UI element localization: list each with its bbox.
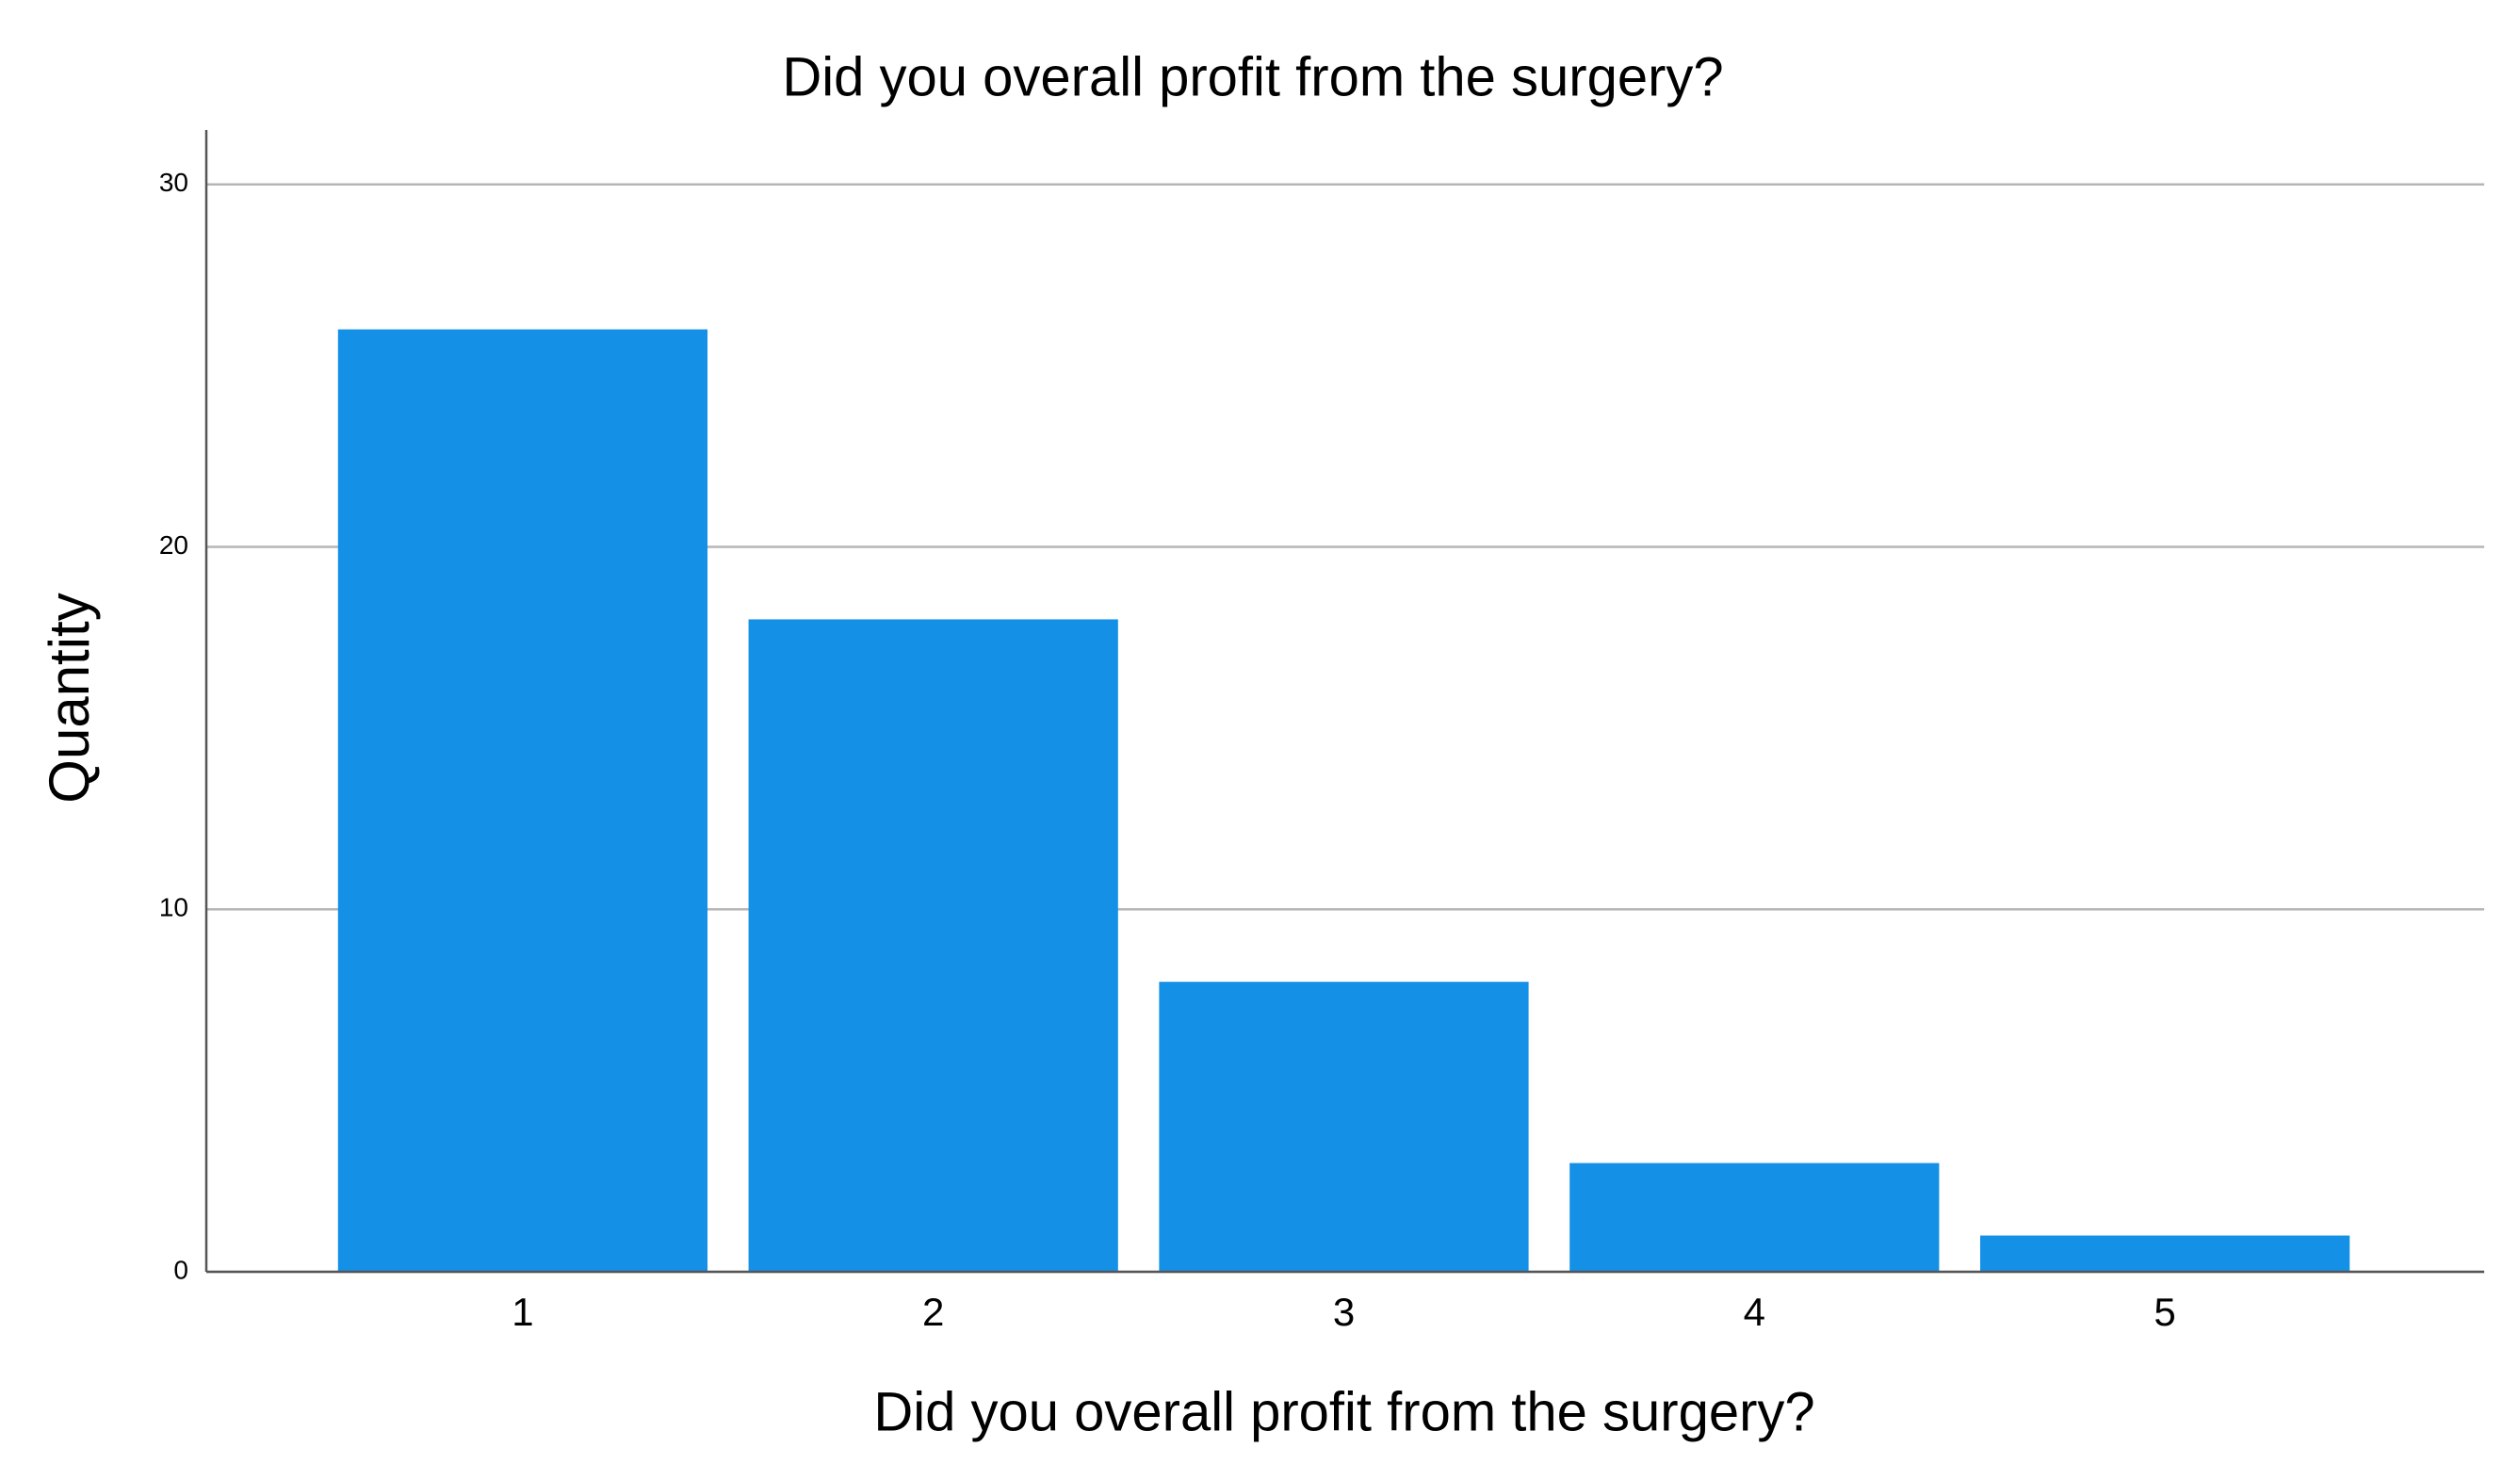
y-tick-label: 0 (173, 1255, 188, 1284)
x-tick-label: 5 (2154, 1290, 2175, 1334)
y-tick-label: 20 (159, 530, 188, 560)
x-tick-label: 1 (512, 1290, 533, 1334)
y-tick-label: 30 (159, 168, 188, 197)
bar (337, 329, 708, 1273)
y-tick-label: 10 (159, 893, 188, 922)
bar (1569, 1163, 1940, 1272)
bar (748, 619, 1118, 1272)
bar (1159, 982, 1529, 1272)
bar (1979, 1235, 2350, 1272)
chart-title: Did you overall profit from the surgery? (782, 46, 1723, 107)
y-axis-label: Quantity (38, 593, 101, 803)
x-tick-label: 3 (1333, 1290, 1355, 1334)
x-tick-label: 4 (1744, 1290, 1765, 1334)
x-axis-label: Did you overall profit from the surgery? (873, 1381, 1814, 1442)
x-tick-label: 2 (922, 1290, 944, 1334)
